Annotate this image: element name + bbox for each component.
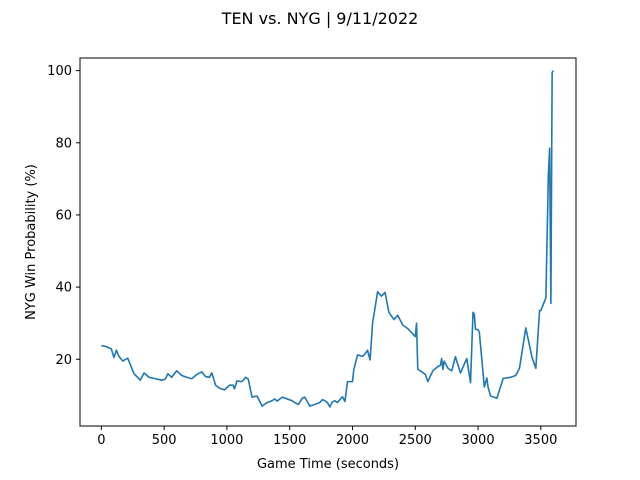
- x-axis-label: Game Time (seconds): [257, 457, 399, 472]
- x-tick-label: 2500: [399, 433, 432, 448]
- y-tick-label: 40: [55, 281, 72, 296]
- x-tick-label: 3500: [524, 433, 557, 448]
- y-tick-label: 60: [55, 208, 72, 223]
- y-tick-label: 20: [55, 353, 72, 368]
- series-line: [101, 70, 555, 408]
- x-tick-label: 0: [97, 433, 105, 448]
- y-tick-label: 100: [47, 64, 72, 79]
- x-tick-label: 3000: [462, 433, 495, 448]
- y-axis-ticks: 20 40 60 80 100: [47, 64, 80, 368]
- y-axis-label: NYG Win Probability (%): [24, 164, 39, 320]
- x-axis-ticks: 0 500 1000 1500 2000 2500 3000 3500: [97, 426, 557, 448]
- x-tick-label: 2000: [336, 433, 369, 448]
- x-tick-label: 1500: [273, 433, 306, 448]
- x-tick-label: 500: [152, 433, 177, 448]
- x-tick-label: 1000: [210, 433, 243, 448]
- plot-frame: [79, 57, 577, 427]
- chart-title: TEN vs. NYG | 9/11/2022: [221, 9, 419, 28]
- y-tick-label: 80: [55, 136, 72, 151]
